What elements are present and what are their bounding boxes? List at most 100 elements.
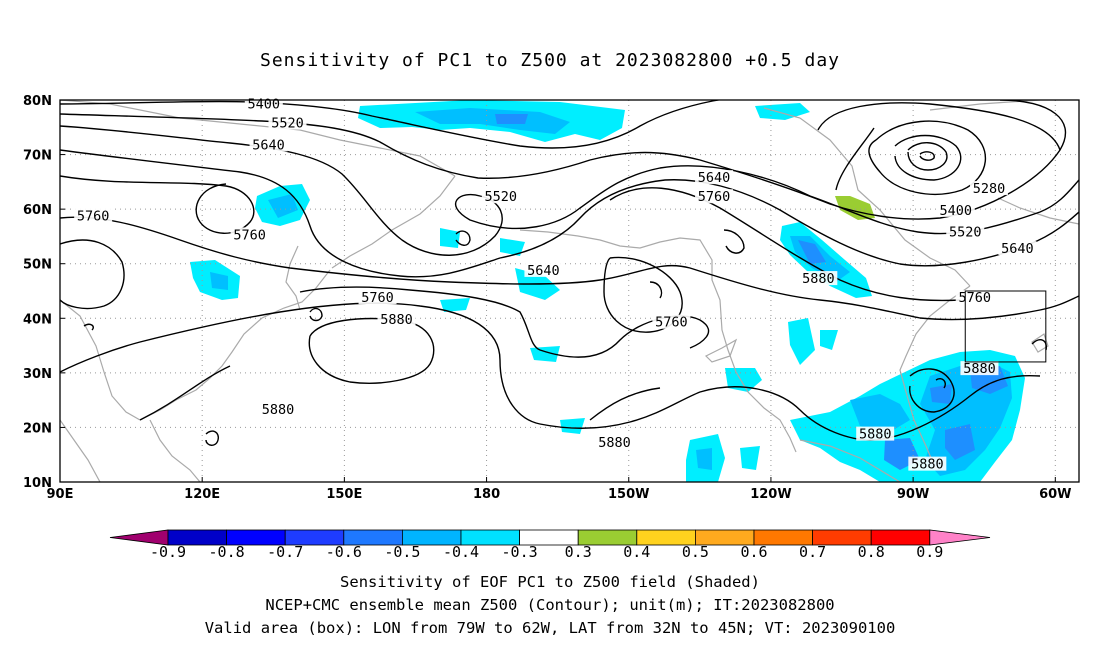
chart-title: Sensitivity of PC1 to Z500 at 2023082800… — [259, 50, 840, 71]
contour-line-6 — [60, 239, 125, 310]
contour-line-14 — [589, 387, 661, 421]
contour-line-18 — [935, 378, 946, 389]
contour-line-13 — [139, 365, 231, 421]
caption-line-2: NCEP+CMC ensemble mean Z500 (Contour); u… — [265, 596, 835, 614]
shade-region-2 — [495, 114, 528, 124]
colorbar-label-1: -0.8 — [209, 543, 245, 561]
lon-label-90W: 90W — [897, 487, 929, 502]
colorbar-label-3: -0.6 — [326, 543, 362, 561]
shade-region-21 — [696, 448, 712, 470]
contour-label-bg-10 — [695, 170, 734, 185]
contour-line-23 — [907, 142, 948, 171]
contour-label-bg-3 — [74, 208, 113, 223]
coastline-3 — [139, 269, 331, 421]
shade-region-8 — [440, 228, 460, 248]
shade-region-22 — [740, 446, 760, 470]
lon-label-180: 180 — [473, 487, 500, 502]
shade-region-19 — [560, 418, 585, 434]
contour-label-21: 5880 — [859, 427, 892, 443]
contour-label-0: 5400 — [248, 96, 281, 112]
contour-line-5 — [60, 216, 1079, 321]
shade-region-18 — [725, 368, 762, 392]
lon-label-150E: 150E — [326, 487, 362, 502]
contour-line-9 — [649, 281, 663, 299]
colorbar-label-2: -0.7 — [267, 543, 303, 561]
coastline-10 — [799, 439, 901, 482]
contour-label-4: 5760 — [233, 227, 266, 243]
contour-label-1: 5520 — [271, 116, 304, 132]
contour-label-20: 5880 — [963, 361, 996, 377]
caption-line-1: Sensitivity of EOF PC1 to Z500 field (Sh… — [340, 573, 760, 591]
contour-label-bg-22 — [908, 456, 947, 471]
contour-line-19 — [723, 229, 745, 254]
colorbar-label-5: -0.4 — [443, 543, 479, 561]
contour-label-16: 5400 — [940, 203, 973, 219]
lon-label-120E: 120E — [184, 487, 220, 502]
contour-label-bg-12 — [652, 314, 691, 329]
coastline-7 — [519, 229, 797, 453]
colorbar-label-10: 0.6 — [740, 543, 767, 561]
lat-label-80N: 80N — [23, 94, 52, 109]
contour-line-22 — [894, 134, 962, 181]
contour-line-25 — [817, 102, 1061, 151]
contour-line-10 — [609, 187, 961, 302]
coastline-6 — [60, 419, 101, 482]
contour-line-20 — [455, 230, 471, 246]
shade-region-16 — [788, 318, 815, 365]
contour-line-8 — [603, 256, 683, 333]
coastline-13 — [704, 338, 738, 363]
map-frame — [59, 99, 1080, 483]
colorbar-label-0: -0.9 — [150, 543, 186, 561]
lat-label-70N: 70N — [23, 149, 52, 164]
coastlines — [60, 100, 1079, 482]
shade-region-7 — [210, 272, 228, 290]
shade-region-28 — [945, 424, 975, 460]
colorbar-label-8: 0.4 — [623, 543, 650, 561]
colorbar-label-9: 0.5 — [682, 543, 709, 561]
shade-region-24 — [850, 394, 910, 432]
shade-region-1 — [415, 108, 570, 134]
contour-label-bg-13 — [799, 271, 838, 286]
contour-label-bg-7 — [358, 290, 397, 305]
shade-region-3 — [755, 103, 810, 120]
contour-line-2 — [60, 125, 1079, 256]
shade-region-9 — [500, 238, 525, 256]
coastline-0 — [60, 100, 456, 177]
colorbar-label-12: 0.8 — [858, 543, 885, 561]
contour-label-bg-14 — [595, 434, 634, 449]
lat-label-40N: 40N — [23, 312, 52, 327]
contour-label-bg-4 — [230, 227, 269, 242]
contour-label-bg-2 — [249, 137, 288, 152]
coastline-9 — [899, 285, 971, 471]
colorbar: -0.9 -0.8 -0.7 -0.6 -0.5 -0.4 -0.3 0.3 0.4 0.5 0.6… — [109, 529, 991, 561]
contour-label-12: 5760 — [655, 315, 688, 331]
contour-label-bg-6 — [524, 262, 563, 277]
lat-label-60N: 60N — [23, 203, 52, 218]
colorbar-label-11: 0.7 — [799, 543, 826, 561]
contour-label-bg-5 — [481, 189, 520, 204]
contour-label-11: 5760 — [698, 189, 731, 205]
contour-label-bg-9 — [259, 402, 298, 417]
contour-label-7: 5760 — [361, 290, 394, 306]
colorbar-high-triangle — [929, 529, 991, 546]
contour-label-5: 5520 — [485, 189, 518, 205]
contour-label-2: 5640 — [252, 137, 285, 153]
colorbar-label-4: -0.5 — [384, 543, 420, 561]
contour-label-6: 5640 — [527, 263, 560, 279]
coastline-2 — [285, 245, 301, 311]
contour-line-17 — [909, 368, 955, 413]
contour-label-bg-20 — [960, 361, 999, 376]
contour-line-7 — [299, 286, 709, 358]
contour-line-28 — [83, 323, 94, 331]
contour-label-bg-16 — [936, 202, 975, 217]
contour-line-16 — [309, 307, 323, 322]
contour-line-3 — [60, 149, 1079, 278]
contour-label-19: 5760 — [958, 290, 991, 306]
coastline-5 — [149, 419, 201, 482]
contour-line-4 — [60, 175, 255, 234]
lon-label-60W: 60W — [1039, 487, 1071, 502]
contour-label-13: 5880 — [802, 271, 835, 287]
contour-line-15 — [205, 430, 220, 446]
contour-label-22: 5880 — [911, 457, 944, 473]
contour-label-8: 5880 — [380, 312, 413, 328]
